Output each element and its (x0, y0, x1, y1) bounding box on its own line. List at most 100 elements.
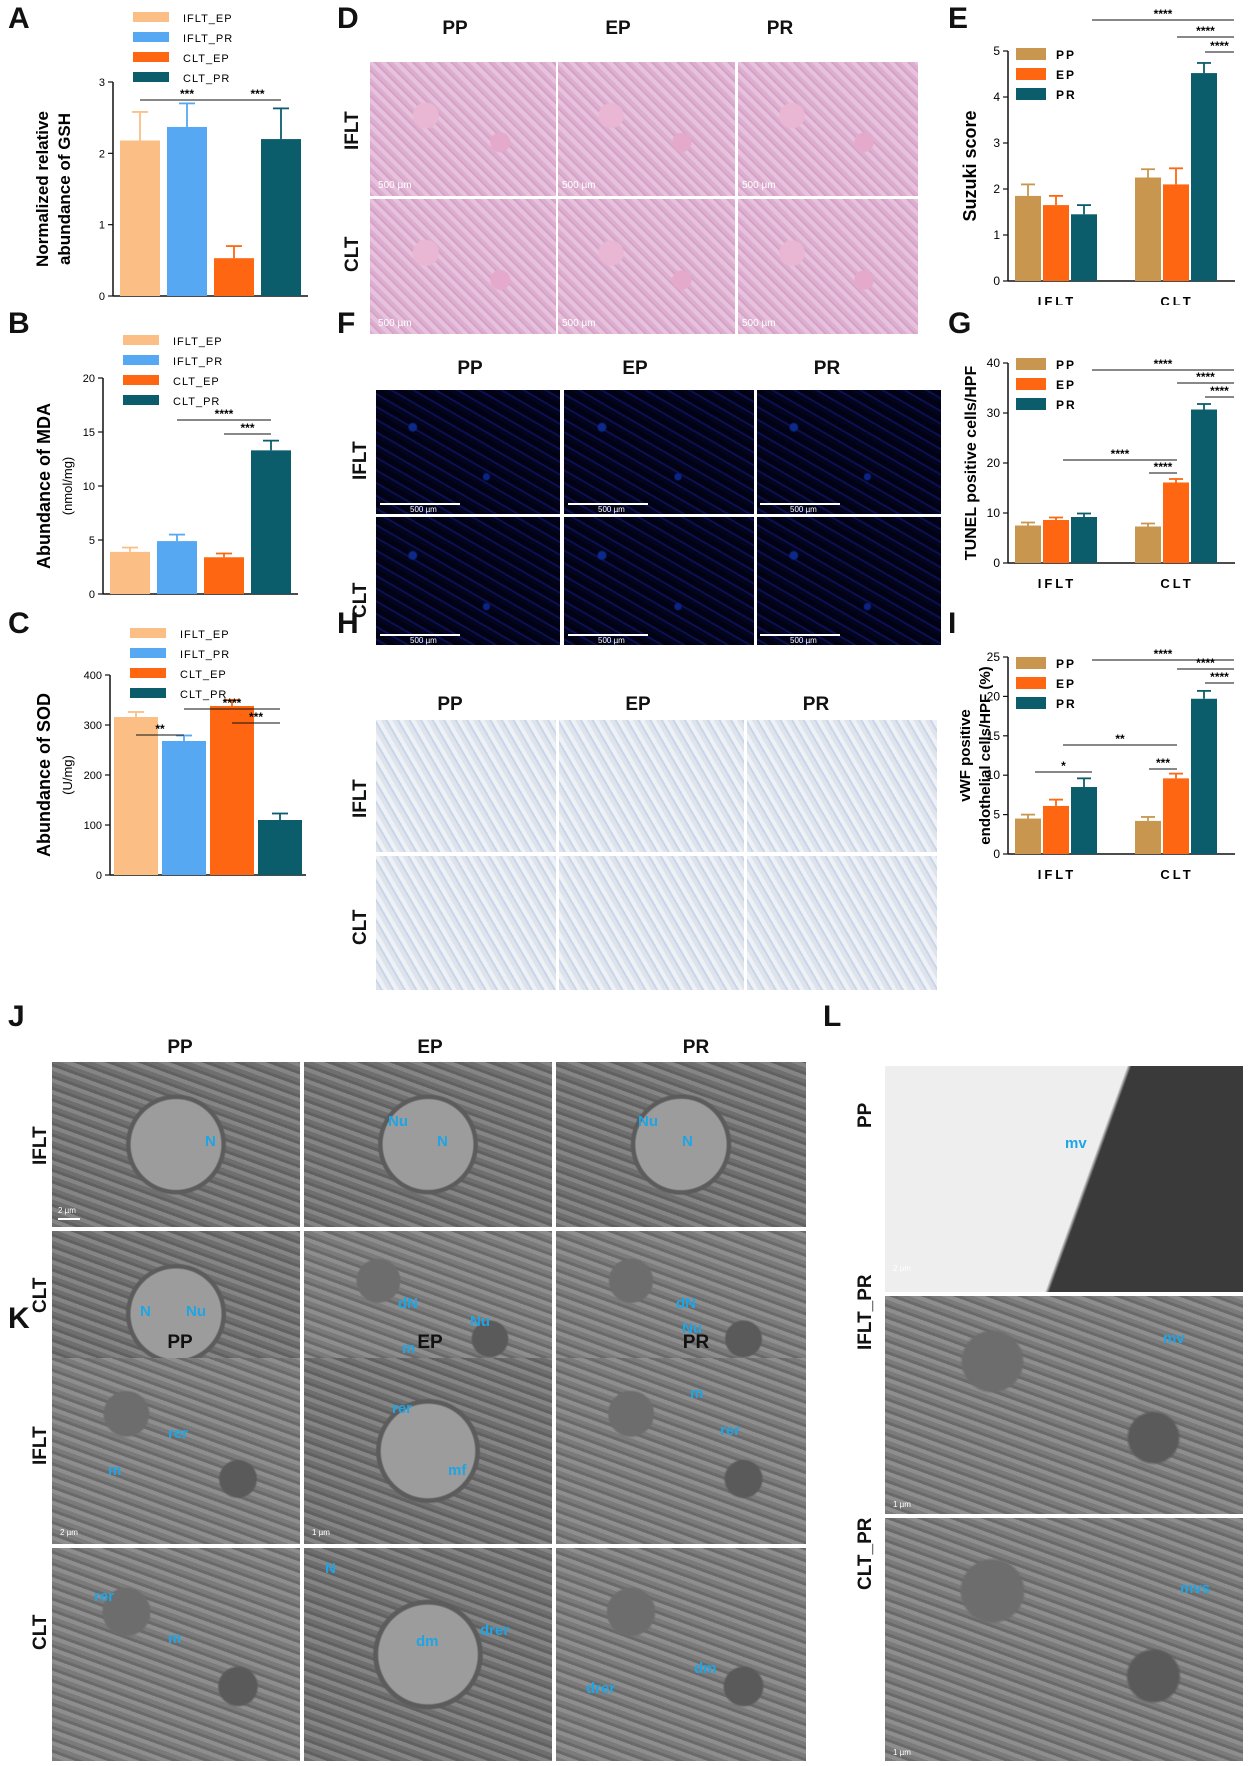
scale-label: 500 µm (598, 636, 625, 645)
y-tick-label: 15 (987, 729, 1001, 743)
y-axis-label-line2: abundance of GSH (55, 113, 74, 265)
tunel-image-clt-pr (757, 517, 941, 645)
x-tick-label: CLT (1160, 294, 1193, 305)
label-damaged-mitochondria: dm (416, 1633, 439, 1650)
legend-swatch (130, 688, 166, 698)
significance-label: **** (1196, 370, 1215, 384)
chart-gsh: 0 1 2 3 IFLT_EP IFLT_PR CLT_EP CLT_PR Normalized… (33, 12, 308, 300)
bar (162, 741, 206, 875)
col-header-pr: PR (682, 1332, 710, 1353)
panel-label-c: C (8, 607, 30, 640)
y-tick-label: 0 (96, 870, 102, 882)
col-header-pr: PR (802, 694, 830, 715)
label-nucleus: N (682, 1133, 693, 1150)
tem-image-iflt-pp (52, 1062, 300, 1227)
row-header-clt: CLT (342, 236, 363, 272)
scale-label: 500 µm (562, 318, 596, 329)
legend-label: EP (1056, 378, 1076, 392)
bar (210, 706, 254, 875)
label-damaged-rer: drer (586, 1680, 616, 1697)
legend-label: IFLT_PR (183, 33, 233, 45)
y-axis-label-group: Normalized relative abundance of GSH (33, 111, 74, 267)
legend-label: CLT_EP (180, 669, 227, 681)
y-axis-label: vWF positive (960, 709, 974, 802)
label-degenerated-nucleus: dN (398, 1295, 418, 1312)
bar (261, 139, 301, 296)
y-tick-label: 15 (83, 427, 95, 439)
he-image-iflt-pr (738, 62, 918, 196)
row-header-clt-pr: CLT_PR (855, 1517, 876, 1590)
y-tick-label: 4 (993, 90, 1000, 104)
y-tick-label: 3 (993, 136, 1000, 150)
y-tick-label: 20 (83, 373, 95, 385)
scale-bar (58, 1218, 80, 1220)
bar (114, 717, 158, 875)
label-mitochondria: m (168, 1630, 182, 1647)
vwf-image-iflt-pr (747, 720, 937, 852)
significance-label: ** (1115, 732, 1125, 746)
row-header-clt: CLT (350, 582, 371, 618)
col-header-pp: PP (167, 1037, 193, 1058)
panel-label-b: B (8, 307, 30, 340)
y-tick-label: 30 (987, 406, 1001, 420)
y-tick-label: 0 (993, 556, 1000, 570)
tunel-image-clt-ep (564, 517, 754, 645)
vwf-image-iflt-pp (376, 720, 556, 852)
bar (1071, 787, 1097, 854)
panel-label-k: K (8, 1302, 30, 1335)
significance-label: **** (215, 407, 234, 421)
row-header-iflt-pr: IFLT_PR (855, 1274, 876, 1350)
row-header-iflt: IFLT (342, 111, 363, 150)
y-tick-label: 2 (993, 182, 1000, 196)
scale-label: 500 µm (742, 180, 776, 191)
y-axis-label-line2: endothelial cells/HPF (%) (977, 666, 994, 844)
bar (1015, 525, 1041, 563)
panel-label-e: E (948, 2, 969, 35)
legend-swatch (123, 335, 159, 345)
label-nucleus: N (140, 1303, 151, 1320)
significance-label: ** (155, 722, 165, 736)
row-header-iflt: IFLT (30, 1426, 51, 1465)
significance-label: *** (180, 87, 194, 101)
tem-image-iflt-ep (304, 1358, 552, 1544)
scale-label: 500 µm (790, 505, 817, 514)
tem-image-clt-pr (556, 1548, 806, 1761)
panel-label-i: I (948, 607, 957, 640)
panel-label-h: H (337, 607, 359, 640)
vwf-image-clt-pp (376, 856, 556, 990)
y-axis-label-group: TUNEL positive cells/HPF (963, 366, 980, 561)
legend-label: PP (1056, 48, 1076, 62)
label-microvilli: mv (1163, 1330, 1185, 1347)
bar (251, 450, 291, 594)
row-header-iflt: IFLT (350, 779, 371, 818)
significance-label: **** (1196, 24, 1215, 38)
y-tick-label: 5 (993, 808, 1000, 822)
col-header-ep: EP (417, 1037, 443, 1058)
x-tick-label: IFLT (1038, 576, 1076, 591)
bar (1191, 73, 1217, 281)
scale-bar (760, 503, 840, 505)
legend-swatch (133, 72, 169, 82)
label-nucleolus: Nu (638, 1113, 658, 1130)
panel-label-a: A (8, 2, 30, 35)
legend-label: EP (1056, 68, 1076, 82)
bar (167, 126, 207, 296)
bar (1071, 517, 1097, 563)
y-tick-label: 2 (99, 148, 105, 160)
label-nucleolus: Nu (186, 1303, 206, 1320)
tem-image-clt-pp (52, 1548, 300, 1761)
label-rer: rer (168, 1425, 189, 1442)
col-header-pp: PP (457, 358, 483, 379)
vwf-image-iflt-ep (559, 720, 744, 852)
scale-label: 500 µm (378, 180, 412, 191)
bar (1015, 818, 1041, 854)
he-image-iflt-ep (558, 62, 735, 196)
bar (110, 551, 150, 594)
panel-label-g: G (948, 307, 972, 340)
label-damaged-rer: drer (480, 1622, 510, 1639)
bar (1135, 820, 1161, 854)
y-tick-label: 200 (84, 770, 102, 782)
vwf-image-clt-ep (559, 856, 744, 990)
scale-label: 2 µm (58, 1206, 76, 1215)
